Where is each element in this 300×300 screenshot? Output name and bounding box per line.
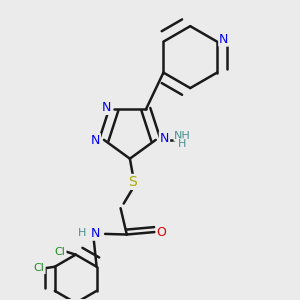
Text: O: O: [157, 226, 166, 238]
Text: H: H: [178, 139, 186, 148]
Text: N: N: [101, 101, 111, 114]
Text: H: H: [78, 228, 86, 238]
Text: N: N: [160, 132, 169, 145]
Text: N: N: [219, 33, 229, 46]
Text: NH: NH: [174, 131, 190, 141]
Text: Cl: Cl: [55, 247, 66, 256]
Text: N: N: [91, 134, 100, 147]
Text: S: S: [129, 175, 137, 189]
Text: N: N: [91, 227, 101, 240]
Text: Cl: Cl: [34, 263, 45, 273]
